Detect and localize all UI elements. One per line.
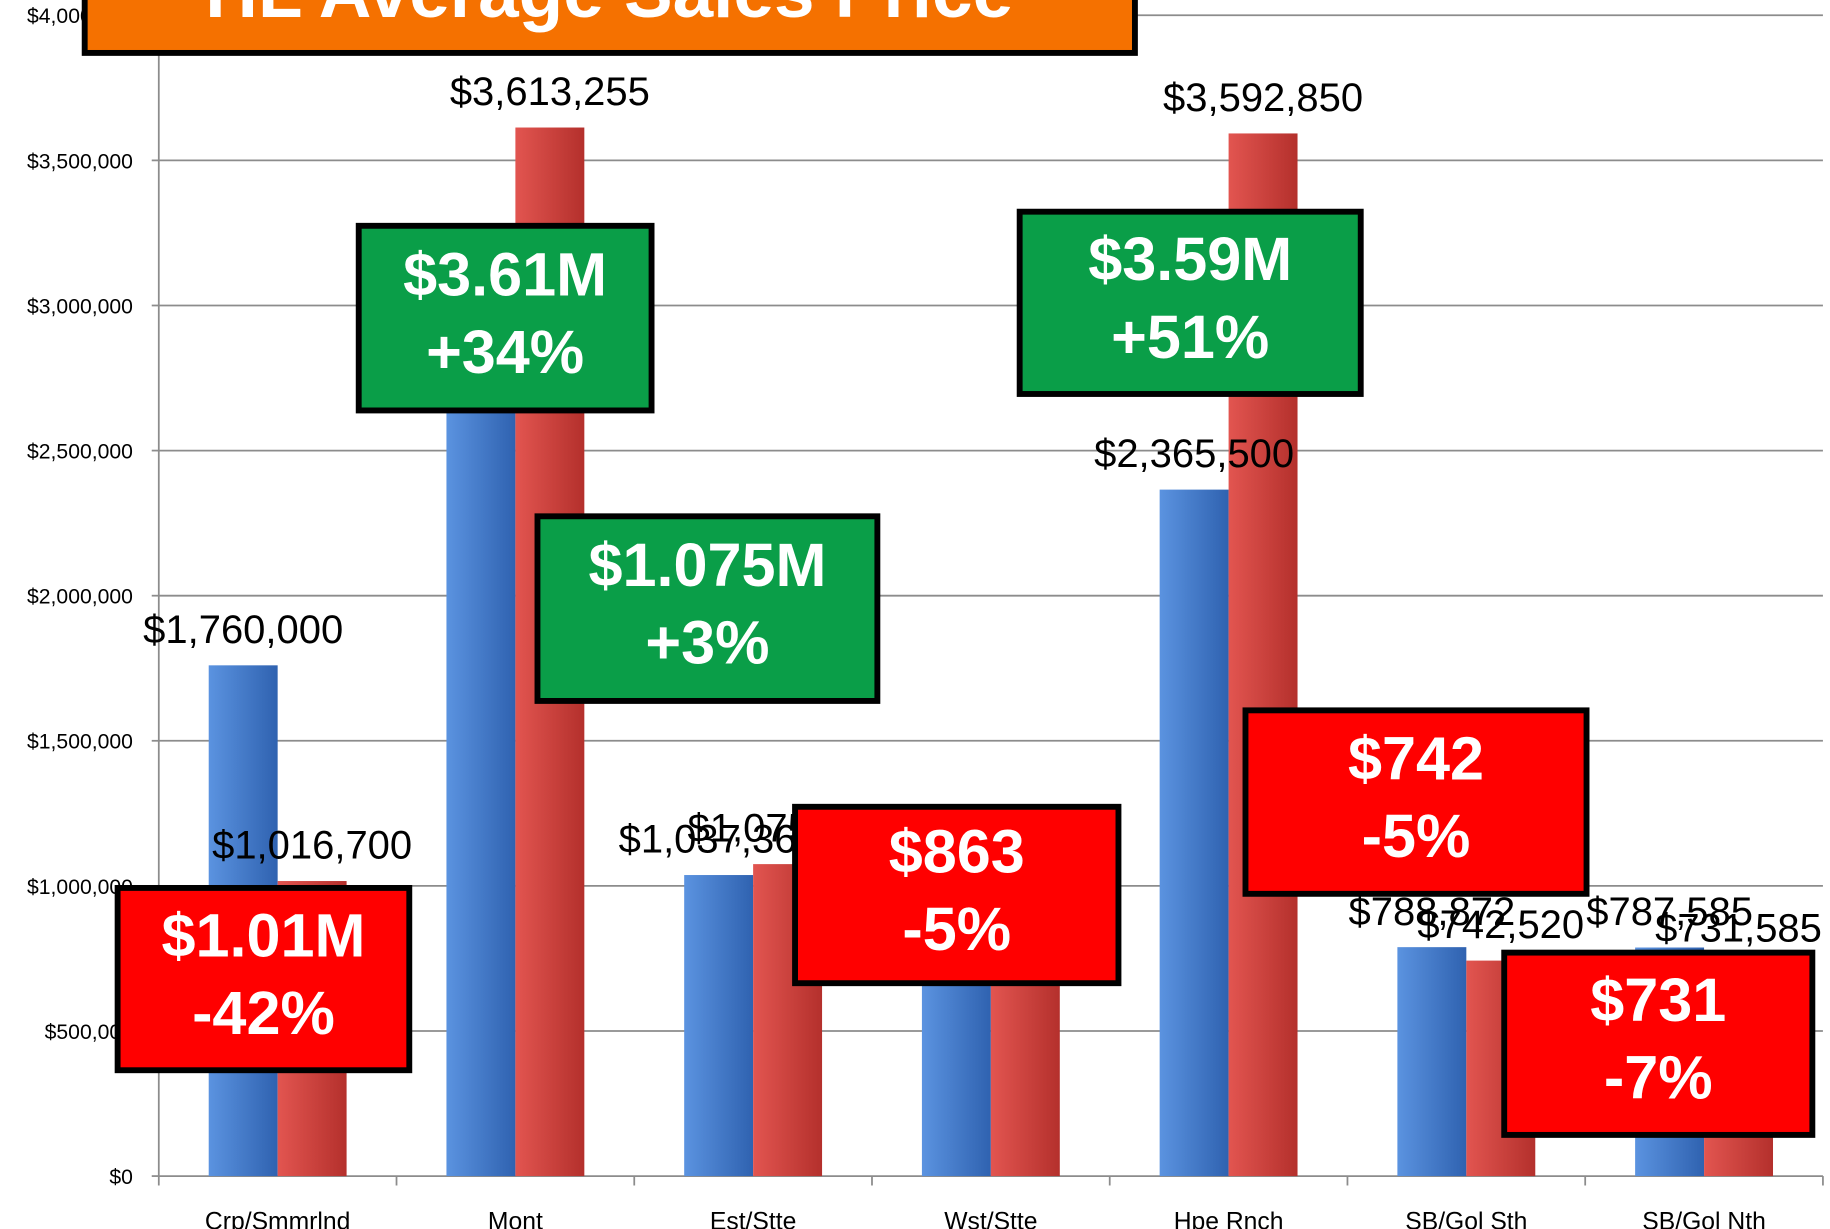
callout: $3.61M +34% xyxy=(355,222,655,414)
data-label: $3,613,255 xyxy=(450,70,650,114)
x-tick-label: SB/Gol Nth xyxy=(1642,1209,1765,1229)
x-tick-label: SB/Gol Sth xyxy=(1405,1209,1527,1229)
callout: $1.01M -42% xyxy=(114,884,413,1074)
data-label: $1,037,360 xyxy=(619,818,819,862)
data-label: $1,016,700 xyxy=(212,824,412,868)
data-label: $787,585 xyxy=(1586,890,1753,934)
y-tick-label: $1,500,000 xyxy=(27,731,133,754)
bar xyxy=(684,875,754,1177)
callout-text: +3% xyxy=(645,609,769,677)
callout-box xyxy=(114,884,413,1074)
y-tick-label: $2,500,000 xyxy=(27,441,133,464)
y-tick-label: $0 xyxy=(109,1166,133,1189)
x-tick-label: Est/Stte xyxy=(710,1209,796,1229)
data-label: $788,872 xyxy=(1348,890,1515,934)
bar xyxy=(446,392,516,1177)
callout-box xyxy=(1016,208,1364,397)
grid: $0 $500,000 $1,000,000 $1,500,000 $2,000,000… xyxy=(27,5,1824,1189)
callout: $863 -5% xyxy=(792,803,1122,987)
callout-box xyxy=(792,803,1122,987)
callout: $731 -7% xyxy=(1501,949,1816,1138)
y-tick-label: $1,000,000 xyxy=(27,876,133,899)
callout-text: +34% xyxy=(426,318,584,386)
callout-text: -5% xyxy=(902,895,1011,963)
chart-title: HL Average Sales Price xyxy=(205,0,1013,33)
callout-text: -42% xyxy=(192,979,335,1047)
x-tick-label: Wst/Stte xyxy=(944,1209,1037,1229)
title-banner: HL Average Sales Price xyxy=(81,0,1138,56)
y-tick-label: $2,000,000 xyxy=(27,586,133,609)
y-tick-label: $3,500,000 xyxy=(27,150,133,173)
title-box xyxy=(81,0,1138,56)
callout-text: $3.59M xyxy=(1088,225,1292,293)
data-label: $3,592,850 xyxy=(1163,76,1363,120)
data-label: $742,520 xyxy=(1417,903,1584,947)
data-label: $731,585 xyxy=(1655,906,1822,950)
callout-text: $3.61M xyxy=(403,240,607,308)
callout-text: $731 xyxy=(1590,966,1726,1034)
callout-box xyxy=(1242,707,1590,897)
callout-text: $1.075M xyxy=(588,531,826,599)
callout-text: $863 xyxy=(889,817,1025,885)
callout: $742 -5% xyxy=(1242,707,1590,897)
bar xyxy=(1159,489,1229,1177)
callout-text: -7% xyxy=(1604,1044,1713,1112)
callout: $1.075M +3% xyxy=(534,513,881,704)
callout: $3.59M +51% xyxy=(1016,208,1364,397)
callout-box xyxy=(355,222,655,414)
x-tick-label: Crp/Smmrlnd xyxy=(205,1209,350,1229)
callout-text: -5% xyxy=(1362,802,1471,870)
data-label: $1,760,000 xyxy=(143,608,343,652)
callout-text: $742 xyxy=(1348,724,1484,792)
data-label: $2,365,500 xyxy=(1094,432,1294,476)
callouts: $1.01M -42% $3.61M +34% $1.075M +3% $863 -5% $3.… xyxy=(81,0,1816,1138)
bar xyxy=(1397,947,1467,1177)
callout-text: $1.01M xyxy=(161,901,365,969)
callout-box xyxy=(534,513,881,704)
callout-text: +51% xyxy=(1111,303,1269,371)
callout-box xyxy=(1501,949,1816,1138)
y-tick-label: $500,000 xyxy=(45,1021,133,1044)
x-tick-label: Mont xyxy=(488,1209,543,1229)
y-tick-label: $3,000,000 xyxy=(27,295,133,318)
x-tick-label: Hpe Rnch xyxy=(1174,1209,1284,1229)
